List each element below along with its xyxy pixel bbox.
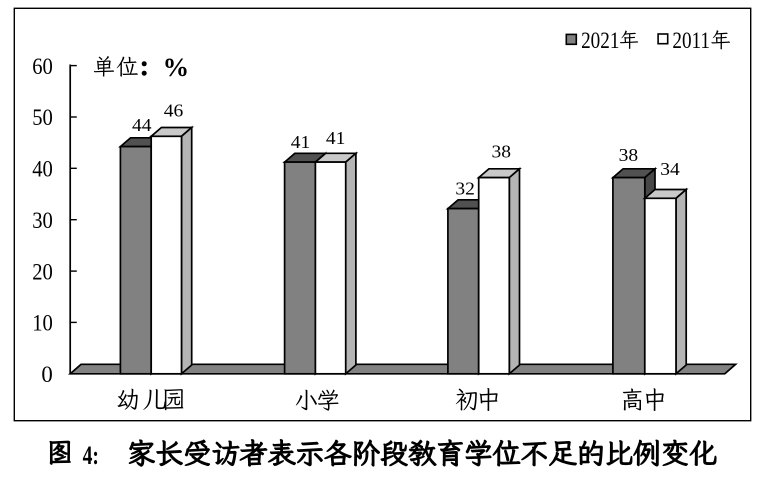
svg-text:50: 50 <box>32 105 53 130</box>
svg-text:30: 30 <box>32 208 53 233</box>
svg-text:41: 41 <box>326 128 346 148</box>
svg-text:4:: 4: <box>83 440 99 470</box>
svg-text:34: 34 <box>660 159 680 179</box>
svg-text:40: 40 <box>32 157 53 182</box>
svg-text:20: 20 <box>32 259 53 284</box>
svg-text:10: 10 <box>32 311 53 336</box>
svg-text:60: 60 <box>32 54 53 79</box>
svg-text:38: 38 <box>492 142 512 162</box>
svg-text:%: % <box>163 52 190 82</box>
svg-text:41: 41 <box>291 132 311 152</box>
svg-text:0: 0 <box>41 362 52 387</box>
svg-text:2011: 2011 <box>672 28 710 54</box>
svg-text:46: 46 <box>164 100 184 120</box>
svg-text:44: 44 <box>132 115 152 135</box>
svg-text:2021: 2021 <box>581 28 619 54</box>
svg-text:38: 38 <box>619 145 639 165</box>
svg-text:32: 32 <box>455 178 475 198</box>
